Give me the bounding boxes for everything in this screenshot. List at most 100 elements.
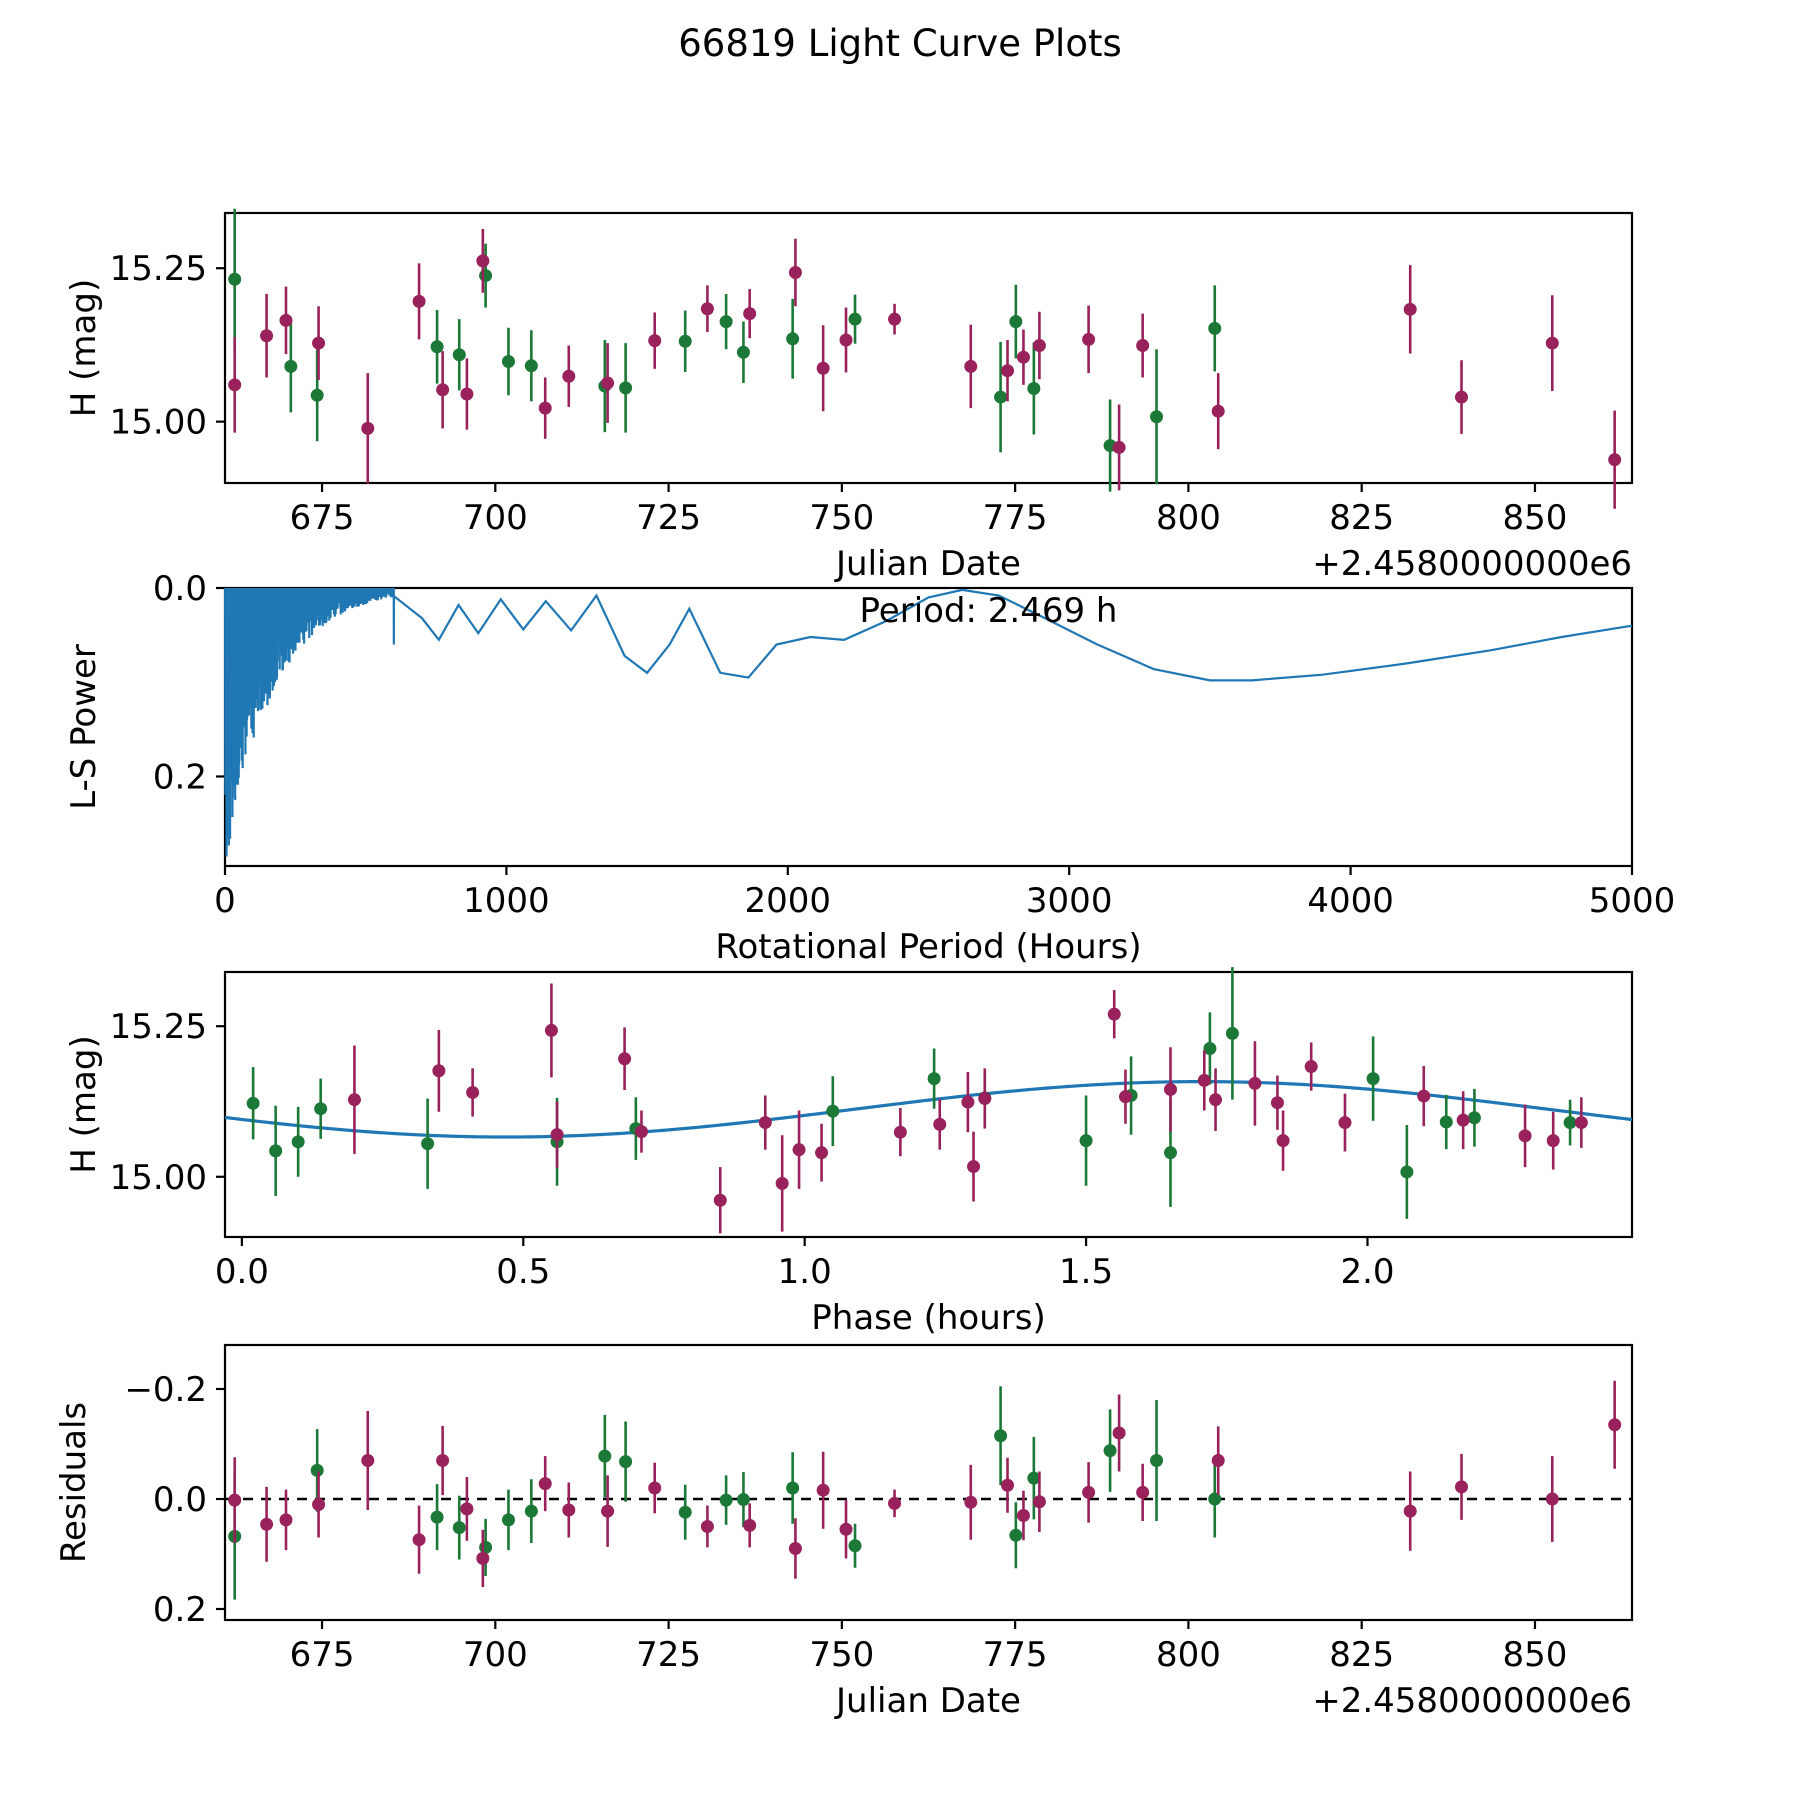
- data-point: [964, 359, 978, 373]
- data-point: [550, 1128, 564, 1142]
- data-point: [1456, 1113, 1470, 1127]
- data-point: [1211, 1454, 1225, 1467]
- data-point: [1208, 1492, 1222, 1506]
- data-point: [736, 345, 750, 359]
- data-point: [893, 1125, 907, 1139]
- data-point: [1545, 336, 1559, 350]
- data-point: [816, 361, 830, 375]
- data-point: [310, 388, 324, 402]
- data-point: [1276, 1134, 1290, 1148]
- periodogram-xtick-label: 5000: [1589, 881, 1676, 921]
- data-point: [412, 1533, 426, 1547]
- data-point: [1112, 1426, 1126, 1440]
- lightcurve-ytick-label: 15.25: [110, 249, 207, 289]
- lightcurve-xtick-label: 750: [809, 498, 874, 538]
- data-point: [848, 1539, 862, 1553]
- periodogram-trace: [224, 587, 1633, 857]
- data-point: [312, 1498, 326, 1511]
- data-point: [524, 359, 538, 373]
- data-point: [678, 334, 692, 348]
- data-point: [788, 266, 802, 280]
- data-point: [430, 340, 444, 354]
- data-point: [736, 1493, 750, 1507]
- data-point: [618, 1052, 632, 1066]
- residuals-xtick-label: 825: [1329, 1635, 1394, 1675]
- data-point: [1608, 453, 1622, 467]
- data-point: [994, 390, 1008, 404]
- lightcurve-series-r: [228, 228, 1622, 509]
- data-point: [601, 376, 615, 390]
- residuals-xtick-label: 775: [983, 1635, 1048, 1675]
- phased-xtick-label: 2.0: [1340, 1252, 1394, 1292]
- data-point: [964, 1495, 978, 1509]
- data-point: [1118, 1090, 1132, 1104]
- phased-xtick-label: 1.0: [778, 1252, 832, 1292]
- data-point: [1016, 1509, 1030, 1522]
- data-point: [816, 1483, 830, 1497]
- data-point: [961, 1095, 975, 1109]
- data-point: [1027, 382, 1041, 395]
- data-point: [310, 1463, 324, 1477]
- data-point: [228, 1493, 242, 1507]
- phased-xtick-label: 0.5: [496, 1252, 550, 1292]
- residuals-xtick-label: 800: [1156, 1635, 1221, 1675]
- lightcurve-ytick-label: 15.00: [110, 403, 207, 443]
- data-point: [1164, 1082, 1178, 1096]
- data-point: [758, 1116, 772, 1130]
- data-point: [1112, 440, 1126, 454]
- data-point: [476, 254, 490, 268]
- data-point: [347, 1093, 361, 1107]
- residuals-xtick-label: 750: [809, 1635, 874, 1675]
- data-point: [994, 1429, 1008, 1443]
- residuals-ytick-label: −0.2: [124, 1370, 207, 1410]
- residuals-yaxis-label: Residuals: [54, 1402, 94, 1563]
- data-point: [1203, 1041, 1217, 1055]
- data-point: [713, 1193, 727, 1207]
- figure-title: 66819 Light Curve Plots: [678, 22, 1122, 65]
- lightcurve-xaxis-label: Julian Date: [834, 544, 1021, 584]
- data-point: [1032, 1495, 1046, 1509]
- data-point: [1563, 1116, 1577, 1130]
- panel-residuals: 675 700 725 750 775 800 825 850 0.2 0.0 −0.2 Julian…: [54, 1343, 1634, 1721]
- data-point: [436, 1454, 450, 1467]
- data-point: [678, 1505, 692, 1519]
- data-point: [848, 312, 862, 326]
- data-point: [839, 1522, 853, 1536]
- data-point: [700, 302, 714, 316]
- data-point: [888, 312, 902, 326]
- lightcurve-series-g: [228, 208, 1222, 492]
- data-point: [284, 359, 298, 373]
- data-point: [501, 1513, 515, 1527]
- data-point: [314, 1102, 328, 1116]
- residuals-xtick-label: 700: [463, 1635, 528, 1675]
- data-point: [1403, 302, 1417, 316]
- data-point: [562, 1503, 576, 1517]
- lightcurve-xtick-label: 725: [636, 498, 701, 538]
- data-point: [432, 1064, 446, 1078]
- phased-series-g: [246, 967, 1577, 1219]
- data-point: [1016, 350, 1030, 364]
- residuals-xaxis-offset-text: +2.4580000000e6: [1312, 1681, 1632, 1721]
- data-point: [1454, 390, 1468, 404]
- data-point: [361, 421, 375, 435]
- phased-yaxis-label: H (mag): [64, 1035, 104, 1173]
- periodogram-yaxis-label: L-S Power: [64, 644, 104, 810]
- data-point: [562, 369, 576, 383]
- data-point: [1001, 364, 1015, 378]
- residuals-series-r: [228, 1380, 1622, 1587]
- data-point: [1467, 1111, 1481, 1125]
- data-point: [1608, 1418, 1622, 1432]
- data-point: [524, 1504, 538, 1518]
- data-point: [1454, 1480, 1468, 1494]
- data-point: [598, 1449, 612, 1463]
- phased-ytick-label: 15.25: [110, 1007, 207, 1047]
- data-point: [538, 1477, 552, 1491]
- data-point: [788, 1542, 802, 1555]
- phased-xtick-label: 0.0: [215, 1252, 269, 1292]
- sinusoidal-fit-line: [224, 1080, 1633, 1139]
- residuals-xaxis-label: Julian Date: [834, 1681, 1021, 1721]
- lightcurve-xaxis-offset-text: +2.4580000000e6: [1312, 544, 1632, 584]
- residuals-xtick-label: 675: [290, 1635, 355, 1675]
- phased-xtick-label: 1.5: [1059, 1252, 1113, 1292]
